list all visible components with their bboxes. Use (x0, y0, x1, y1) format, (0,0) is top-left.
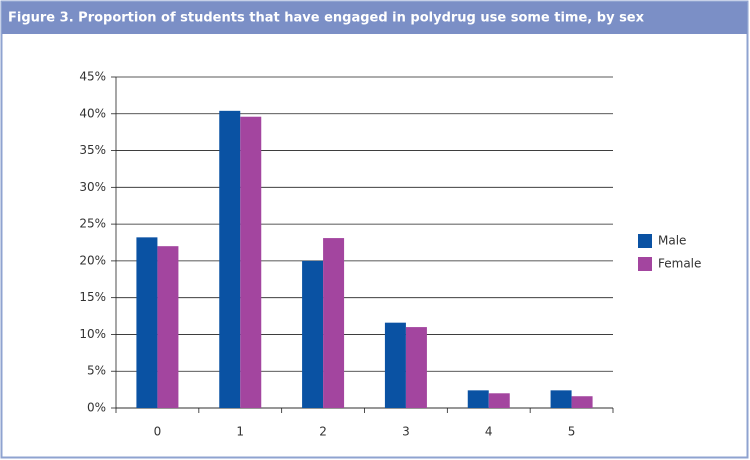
y-tick-label: 30% (79, 180, 106, 194)
legend-label: Male (658, 234, 686, 248)
y-tick-label: 0% (87, 401, 106, 415)
bar (136, 237, 158, 408)
y-tick-label: 20% (79, 253, 106, 267)
bar (323, 238, 345, 408)
y-tick-label: 10% (79, 327, 106, 341)
x-tick-label: 3 (402, 425, 410, 439)
bar (157, 246, 179, 408)
bar (219, 110, 241, 408)
bar (467, 390, 489, 408)
header-bar (2, 2, 747, 34)
bar (384, 322, 406, 408)
y-tick-label: 35% (79, 143, 106, 157)
legend-label: Female (658, 257, 701, 271)
legend-swatch (638, 234, 652, 248)
bar (571, 396, 593, 408)
x-tick-label: 0 (154, 425, 162, 439)
y-tick-label: 15% (79, 290, 106, 304)
bar (488, 393, 510, 408)
x-tick-label: 2 (319, 425, 327, 439)
bar (302, 260, 324, 408)
bar (405, 327, 427, 408)
y-tick-label: 25% (79, 217, 106, 231)
bar (550, 390, 572, 408)
legend-swatch (638, 257, 652, 271)
chart-title: Figure 3. Proportion of students that ha… (8, 11, 645, 26)
x-tick-label: 1 (236, 425, 244, 439)
bar (240, 116, 262, 408)
y-tick-label: 5% (87, 364, 106, 378)
x-tick-label: 5 (568, 425, 576, 439)
y-tick-label: 45% (79, 70, 106, 84)
y-tick-label: 40% (79, 106, 106, 120)
x-tick-label: 4 (485, 425, 493, 439)
